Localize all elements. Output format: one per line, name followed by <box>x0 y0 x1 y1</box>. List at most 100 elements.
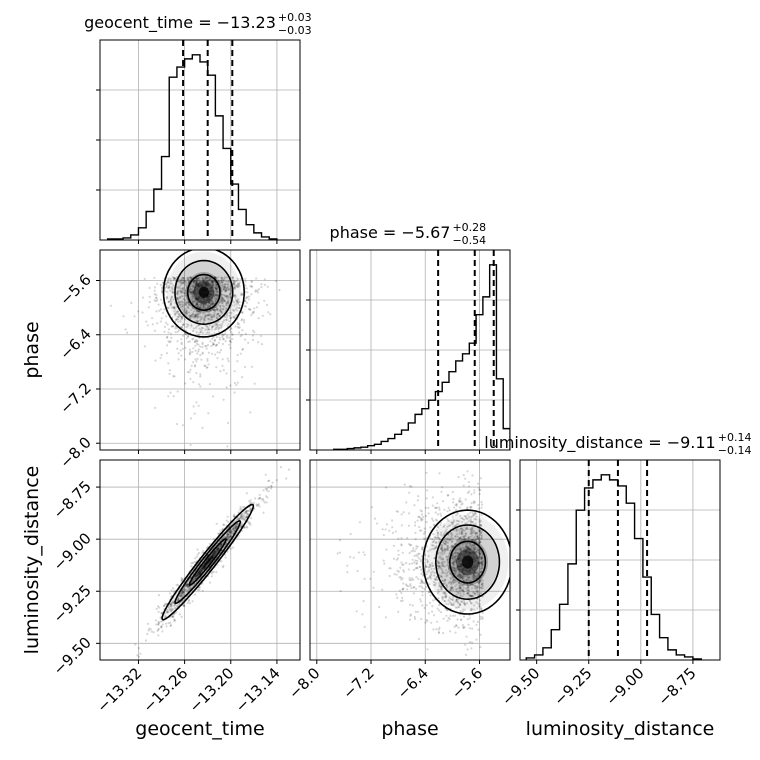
sample-point <box>388 567 391 570</box>
sample-point <box>209 294 212 297</box>
sample-point <box>434 506 437 509</box>
sample-point <box>433 547 437 550</box>
sample-point <box>159 308 163 311</box>
sample-point <box>191 284 194 287</box>
sample-point <box>186 278 189 281</box>
sample-point <box>248 295 251 298</box>
sample-point <box>479 524 482 527</box>
sample-point <box>184 382 187 385</box>
sample-point <box>187 334 190 338</box>
sample-point <box>462 535 466 538</box>
sample-point <box>409 603 412 606</box>
sample-point <box>419 560 423 563</box>
sample-point <box>412 547 415 550</box>
sample-point <box>231 333 234 336</box>
sample-point <box>246 510 249 513</box>
sample-point <box>443 560 446 564</box>
sample-point <box>208 323 211 327</box>
sample-point <box>195 301 198 304</box>
sample-point <box>403 483 406 486</box>
sample-point <box>157 610 160 614</box>
sample-point <box>183 298 186 301</box>
sample-point <box>441 553 444 556</box>
sample-point <box>420 578 423 582</box>
sample-point <box>210 316 213 319</box>
sample-point <box>227 520 230 524</box>
sample-point <box>461 517 464 521</box>
sample-point <box>266 285 269 288</box>
sample-point <box>183 604 186 608</box>
sample-point <box>202 454 204 456</box>
sample-point <box>199 310 202 313</box>
sample-point <box>196 575 199 578</box>
sample-point <box>192 294 195 297</box>
sample-point <box>440 588 443 591</box>
sample-point <box>173 276 176 280</box>
sample-point <box>187 335 190 338</box>
sample-point <box>287 468 291 471</box>
sample-point <box>477 503 480 507</box>
sample-point <box>222 288 225 291</box>
sample-point <box>258 505 261 508</box>
sample-point <box>441 486 444 489</box>
sample-point <box>190 323 193 326</box>
sample-point <box>223 283 226 286</box>
sample-point <box>461 576 464 579</box>
sample-point <box>197 588 200 592</box>
sample-point <box>469 520 472 523</box>
sample-point <box>465 527 468 530</box>
sample-point <box>185 301 188 304</box>
sample-point <box>181 326 184 329</box>
sample-point <box>481 561 484 564</box>
sample-point <box>420 585 423 588</box>
sample-point <box>254 497 257 500</box>
sample-point <box>213 339 216 342</box>
sample-point <box>199 301 202 304</box>
sample-point <box>169 304 172 307</box>
sample-point <box>463 603 467 606</box>
sample-point <box>225 295 228 298</box>
sample-point <box>180 343 183 346</box>
sample-point <box>449 578 452 581</box>
sample-point <box>240 513 243 516</box>
sample-point <box>438 556 441 559</box>
sample-point <box>207 314 211 317</box>
sample-point <box>470 602 473 605</box>
sample-point <box>182 301 185 304</box>
sample-point <box>211 326 214 329</box>
sample-point <box>475 515 478 518</box>
sample-point <box>408 551 411 555</box>
sample-point <box>210 300 213 303</box>
sample-point <box>216 307 219 310</box>
sample-point <box>457 573 460 576</box>
sample-point <box>471 594 474 597</box>
sample-point <box>455 588 458 591</box>
sample-point <box>204 281 207 284</box>
sample-point <box>139 652 142 655</box>
sample-point <box>198 570 201 573</box>
sample-point <box>427 555 430 558</box>
sample-point <box>467 584 470 587</box>
sample-point <box>438 508 441 511</box>
sample-point <box>236 300 239 303</box>
sample-point <box>436 578 439 582</box>
sample-point <box>397 610 400 613</box>
sample-point <box>193 290 196 293</box>
sample-point <box>161 286 164 289</box>
sample-point <box>415 587 418 590</box>
sample-point <box>471 527 474 530</box>
sample-point <box>206 300 209 303</box>
sample-point <box>195 297 198 300</box>
sample-point <box>462 538 465 542</box>
sample-point <box>167 277 170 280</box>
sample-point <box>231 276 234 279</box>
sample-point <box>193 288 196 291</box>
sample-point <box>479 570 483 573</box>
sample-point <box>190 308 193 311</box>
sample-point <box>454 554 457 557</box>
sample-point <box>197 572 200 576</box>
sample-point <box>461 575 464 579</box>
sample-point <box>426 570 429 574</box>
sample-point <box>411 549 415 552</box>
sample-point <box>198 306 201 309</box>
